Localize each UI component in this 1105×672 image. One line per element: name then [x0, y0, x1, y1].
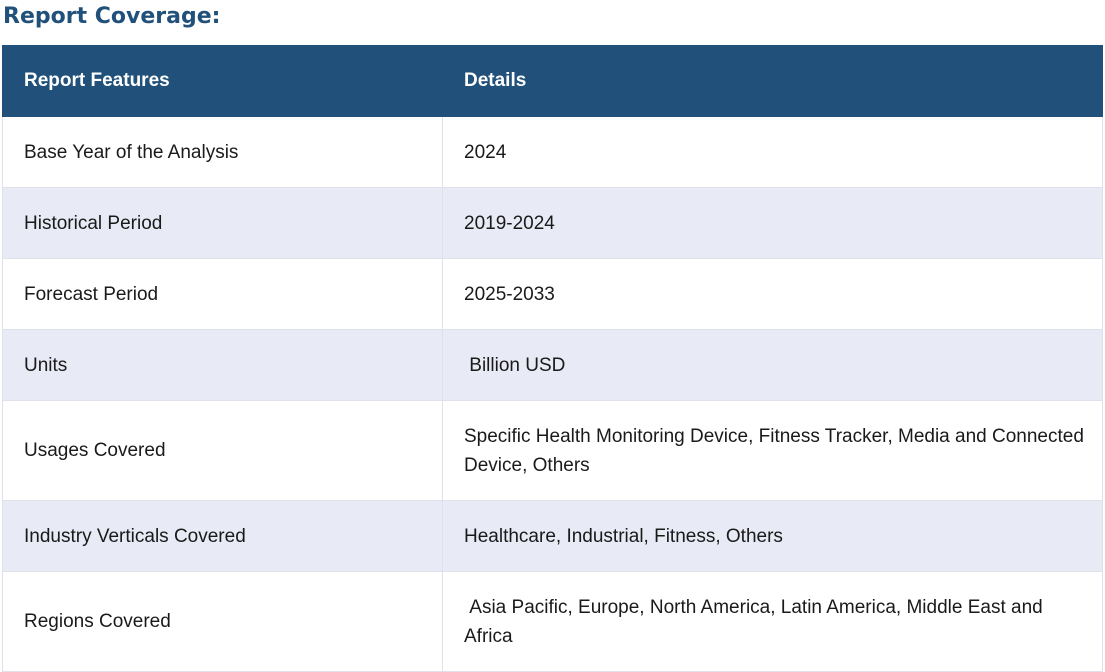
page-title: Report Coverage: [3, 4, 221, 29]
feature-cell: Regions Covered [2, 571, 443, 672]
table-row: Forecast Period 2025-2033 [2, 258, 1103, 330]
table-row: Regions Covered Asia Pacific, Europe, No… [2, 571, 1103, 672]
feature-cell: Forecast Period [2, 258, 443, 330]
table-row: Base Year of the Analysis 2024 [2, 116, 1103, 188]
report-coverage-table: Report Features Details Base Year of the… [2, 45, 1103, 672]
table-header-row: Report Features Details [2, 45, 1103, 117]
detail-cell: Billion USD [442, 329, 1103, 401]
column-header-details: Details [442, 45, 1103, 117]
feature-cell: Base Year of the Analysis [2, 116, 443, 188]
feature-cell: Historical Period [2, 187, 443, 259]
column-header-report-features: Report Features [2, 45, 443, 117]
detail-cell: 2019-2024 [442, 187, 1103, 259]
table-row: Historical Period 2019-2024 [2, 187, 1103, 259]
table-row: Units Billion USD [2, 329, 1103, 401]
feature-cell: Units [2, 329, 443, 401]
detail-cell: 2025-2033 [442, 258, 1103, 330]
detail-cell: Asia Pacific, Europe, North America, Lat… [442, 571, 1103, 672]
table-row: Usages Covered Specific Health Monitorin… [2, 400, 1103, 501]
detail-cell: 2024 [442, 116, 1103, 188]
table-row: Industry Verticals Covered Healthcare, I… [2, 500, 1103, 572]
detail-cell: Healthcare, Industrial, Fitness, Others [442, 500, 1103, 572]
feature-cell: Usages Covered [2, 400, 443, 501]
detail-cell: Specific Health Monitoring Device, Fitne… [442, 400, 1103, 501]
feature-cell: Industry Verticals Covered [2, 500, 443, 572]
